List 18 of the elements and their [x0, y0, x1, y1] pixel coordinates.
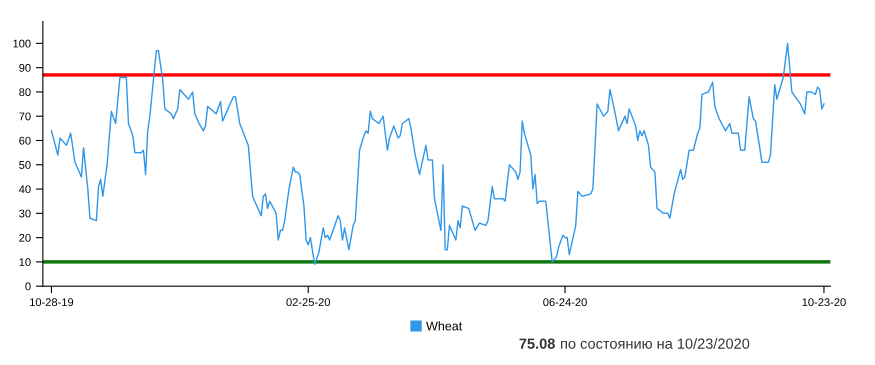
- y-tick-label: 50: [19, 161, 31, 169]
- x-tick-label: 10-28-19: [30, 298, 74, 306]
- legend-label: Wheat: [426, 321, 462, 330]
- x-tick-label: 06-24-20: [543, 298, 587, 306]
- text: 75.08 по состоянию на 10/23/2020: [520, 338, 750, 349]
- x-tick-label: 02-25-20: [286, 298, 330, 306]
- y-tick-label: 0: [25, 282, 31, 290]
- y-tick-label: 90: [19, 64, 31, 72]
- y-tick-label: 20: [19, 234, 31, 242]
- x-tick-label: 10-23-20: [802, 298, 846, 306]
- y-tick-label: 80: [19, 88, 31, 96]
- y-tick-label: 10: [20, 258, 31, 266]
- y-tick-label: 100: [13, 40, 31, 48]
- y-tick-label: 70: [19, 112, 31, 120]
- line-series: [50, 42, 825, 266]
- y-tick-label: 40: [18, 185, 31, 194]
- y-tick-label: 60: [19, 136, 31, 145]
- y-tick-label: 30: [19, 210, 31, 218]
